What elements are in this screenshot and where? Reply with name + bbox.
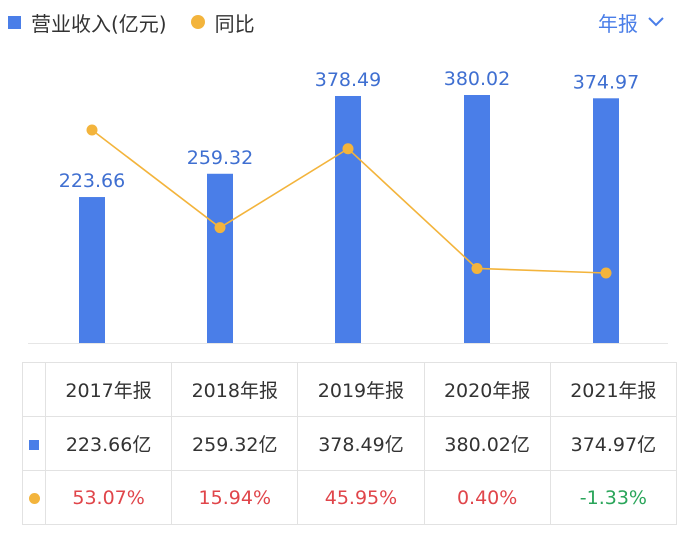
yoy-point-2020年报 [471,262,483,274]
table-header-row: 2017年报 2018年报 2019年报 2020年报 2021年报 [22,362,678,417]
table-header-cell: 2018年报 [171,362,299,417]
yoy-point-2021年报 [600,267,612,279]
yoy-point-2017年报 [86,124,98,136]
table-row-revenue: 223.66亿 259.32亿 378.49亿 380.02亿 374.97亿 [22,416,678,471]
table-cell: 0.40% [423,470,551,525]
bar-2021年报 [593,98,619,343]
chart-legend: 营业收入(亿元) 同比 [8,8,255,36]
yoy-legend-swatch [190,15,205,29]
bar-value-label: 223.66 [59,170,125,192]
yoy-row-swatch [28,492,40,504]
bar-2020年报 [464,95,490,343]
bar-value-label: 380.02 [444,68,510,90]
table-cell: 53.07% [44,470,173,525]
table-cell: 45.95% [297,470,425,525]
revenue-legend-label: 营业收入(亿元) [31,11,167,36]
table-cell: 223.66亿 [44,416,173,471]
table-cell: 380.02亿 [423,416,551,471]
table-header-cell: 2019年报 [297,362,425,417]
table-cell: 15.94% [171,470,299,525]
bar-value-label: 259.32 [187,147,253,169]
bar-2017年报 [79,197,105,343]
period-selector[interactable]: 年报 [598,8,664,36]
yoy-point-2019年报 [342,143,354,155]
yoy-point-2018年报 [214,222,226,234]
revenue-chart: 223.66 259.32 378.49 380.02 374.97 [28,68,668,344]
chevron-down-icon [648,17,664,27]
bar-value-label: 378.49 [315,69,381,91]
data-table: 2017年报 2018年报 2019年报 2020年报 2021年报 223.6… [22,362,678,525]
table-cell: 378.49亿 [297,416,425,471]
revenue-legend-swatch [8,15,21,29]
table-header-cell: 2021年报 [549,362,678,417]
table-cell: 259.32亿 [171,416,299,471]
bar-value-label: 374.97 [573,71,639,93]
bar-2018年报 [207,173,233,343]
revenue-row-swatch [29,439,39,450]
table-header-cell: 2020年报 [423,362,551,417]
table-cell: 374.97亿 [549,416,678,471]
table-cell: -1.33% [549,470,678,525]
bar-2019年报 [335,95,361,343]
yoy-legend-label: 同比 [214,11,255,36]
table-header-cell: 2017年报 [44,362,173,417]
period-selector-label: 年报 [598,11,638,36]
table-row-yoy: 53.07% 15.94% 45.95% 0.40% -1.33% [22,470,678,525]
